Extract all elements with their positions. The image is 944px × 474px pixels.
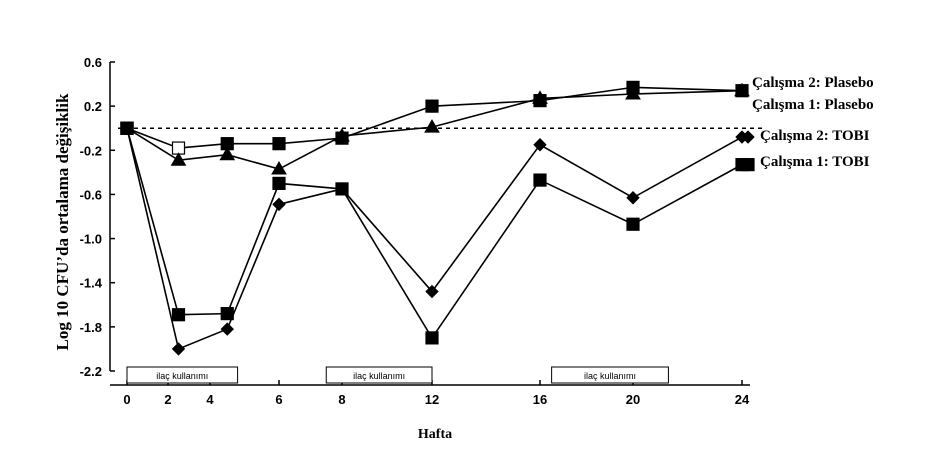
y-tick-label: -0.6 — [80, 187, 102, 202]
series-line — [126, 86, 743, 149]
series-label: Çalışma 2: TOBI — [760, 128, 870, 144]
data-point — [425, 284, 439, 299]
series-line — [126, 128, 743, 340]
on-off-box-label: ilaç kullanımı — [353, 371, 405, 381]
data-point — [424, 119, 440, 133]
data-point — [335, 182, 349, 196]
data-point — [219, 146, 236, 161]
x-tick-label: 4 — [206, 392, 214, 407]
data-point — [533, 173, 547, 187]
y-tick-label: -1.0 — [80, 232, 102, 247]
series-label: Çalışma 1: Plasebo — [752, 97, 874, 113]
data-point — [532, 90, 548, 104]
x-tick-label: 16 — [533, 392, 547, 407]
series-3 — [120, 121, 749, 345]
series-2 — [120, 121, 749, 356]
on-off-box-label: ilaç kullanımı — [584, 371, 636, 381]
on-off-box-rect — [126, 366, 239, 384]
data-point — [171, 308, 186, 322]
data-point — [334, 127, 350, 142]
data-point — [741, 158, 755, 172]
y-tick-label: -0.2 — [80, 143, 102, 158]
on-off-boxes: ilaç kullanımı ilaç kullanımı ilaç kullanı… — [126, 366, 669, 384]
y-tick-label: -1.4 — [80, 276, 103, 291]
y-tick-label: -1.8 — [80, 320, 102, 335]
x-tick-label: 6 — [275, 392, 282, 407]
series-line — [126, 128, 743, 351]
data-point — [734, 82, 750, 97]
data-point — [170, 152, 187, 166]
data-point — [272, 137, 286, 151]
y-axis-title-group: Log 10 CFU’da ortalama değişiklik — [53, 93, 72, 350]
data-point — [271, 161, 287, 175]
y-tick-label: -2.2 — [80, 364, 102, 379]
on-off-box: ilaç kullanımı — [126, 366, 239, 384]
series-label: Çalışma 2: Plasebo — [752, 75, 874, 91]
on-off-box: ilaç kullanımı — [325, 366, 433, 384]
series-0 — [120, 80, 749, 155]
x-axis-title: Hafta — [418, 427, 452, 442]
x-tick-label: 12 — [425, 392, 439, 407]
data-point — [425, 99, 439, 113]
data-point — [171, 342, 186, 356]
on-off-box-rect — [325, 366, 433, 384]
series-group — [120, 80, 750, 356]
x-tick-label: 24 — [735, 392, 750, 407]
data-point — [626, 217, 640, 231]
data-point — [272, 197, 286, 212]
series-label: Çalışma 1: TOBI — [760, 154, 870, 170]
data-point — [220, 322, 234, 336]
on-off-box: ilaç kullanımı — [551, 366, 669, 384]
x-tick-label: 20 — [626, 392, 640, 407]
series-1 — [120, 82, 750, 175]
data-point — [120, 121, 134, 135]
data-point — [741, 130, 755, 144]
series-labels: Çalışma 2: Plasebo Çalışma 1: Plasebo Çalı… — [741, 75, 874, 172]
x-tick-label: 2 — [164, 392, 171, 407]
data-point — [625, 86, 641, 100]
on-off-box-rect — [551, 366, 669, 384]
on-off-box-label: ilaç kullanımı — [156, 371, 208, 381]
x-tick-label: 0 — [123, 392, 130, 407]
axes: 0.60.2-0.2-0.6-1.0-1.4-1.8-2.20 2 4 6 8 12 16 2… — [80, 55, 750, 407]
y-axis-title: Log 10 CFU’da ortalama değişiklik — [53, 93, 72, 350]
data-point — [533, 138, 547, 152]
data-point — [220, 307, 234, 321]
y-tick-label: 0.2 — [84, 99, 102, 114]
y-tick-label: 0.6 — [84, 55, 102, 70]
data-point — [425, 331, 439, 345]
data-point — [272, 176, 286, 190]
x-tick-label: 8 — [338, 392, 345, 407]
data-point — [626, 191, 640, 205]
